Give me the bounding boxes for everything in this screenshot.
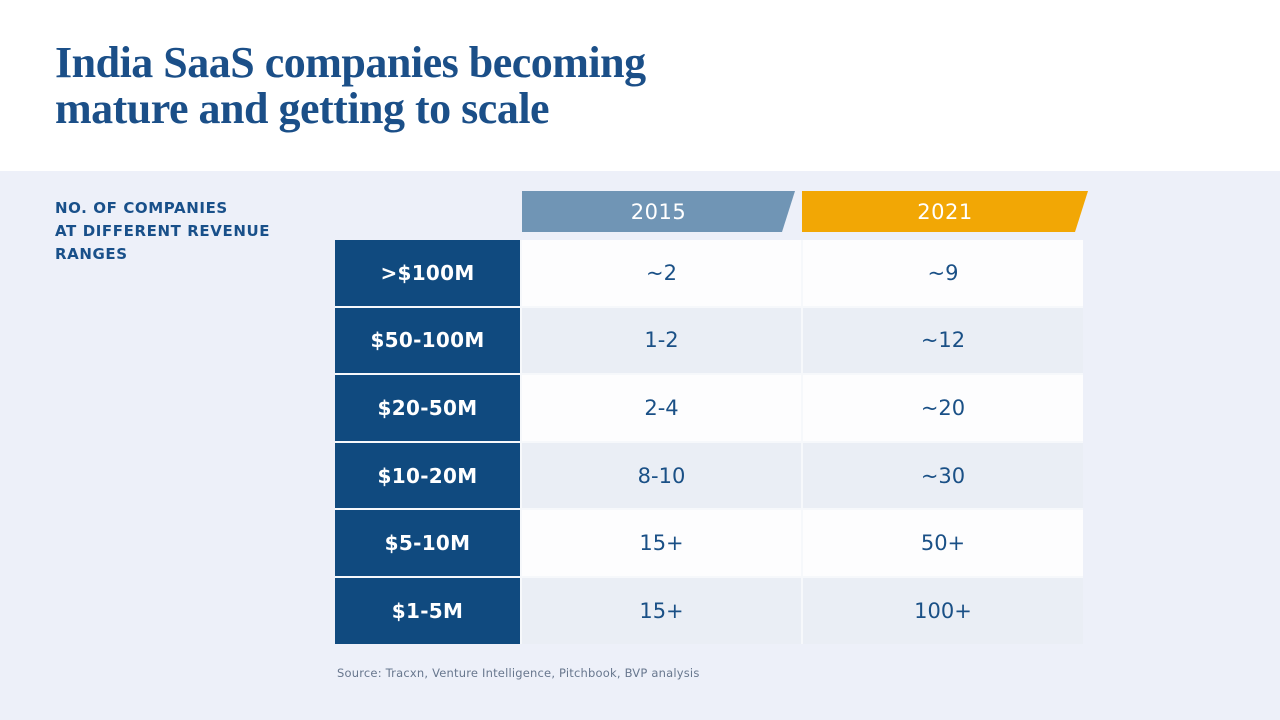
table-caption-line-3: RANGES — [55, 245, 128, 263]
column-header-2021-label: 2021 — [917, 199, 973, 224]
revenue-table: >$100M ~2 ~9 $50-100M 1-2 ~12 $20-50M 2-… — [335, 240, 1083, 644]
table-caption-line-1: NO. OF COMPANIES — [55, 199, 228, 217]
value-cell-2015: 15+ — [522, 510, 801, 576]
column-header-2021: 2021 — [802, 191, 1088, 232]
row-label-cell: >$100M — [335, 240, 520, 306]
value-cell-2015: 8-10 — [522, 442, 801, 509]
row-label-cell: $5-10M — [335, 510, 520, 576]
value-cell-2021: ~30 — [803, 442, 1083, 509]
source-note: Source: Tracxn, Venture Intelligence, Pi… — [337, 666, 700, 680]
table-caption: NO. OF COMPANIES AT DIFFERENT REVENUE RA… — [55, 197, 270, 266]
value-cell-2021: ~20 — [803, 375, 1083, 441]
row-label-cell: $10-20M — [335, 442, 520, 509]
value-cell-2021: 50+ — [803, 510, 1083, 576]
value-cell-2015: 1-2 — [522, 307, 801, 374]
page-title-line-2: mature and getting to scale — [55, 84, 550, 133]
page-title-line-1: India SaaS companies becoming — [55, 38, 646, 87]
header-band — [0, 0, 1280, 171]
value-cell-2015: 2-4 — [522, 375, 801, 441]
value-cell-2015: ~2 — [522, 240, 801, 306]
column-header-2015: 2015 — [522, 191, 795, 232]
column-header-2015-label: 2015 — [630, 199, 687, 224]
value-cell-2021: ~12 — [803, 307, 1083, 374]
value-cell-2021: 100+ — [803, 577, 1083, 644]
page-title: India SaaS companies becoming mature and… — [55, 40, 646, 132]
value-cell-2015: 15+ — [522, 577, 801, 644]
row-label-cell: $1-5M — [335, 577, 520, 644]
table-caption-line-2: AT DIFFERENT REVENUE — [55, 222, 271, 240]
row-label-cell: $50-100M — [335, 307, 520, 374]
row-label-cell: $20-50M — [335, 375, 520, 441]
value-cell-2021: ~9 — [803, 240, 1083, 306]
